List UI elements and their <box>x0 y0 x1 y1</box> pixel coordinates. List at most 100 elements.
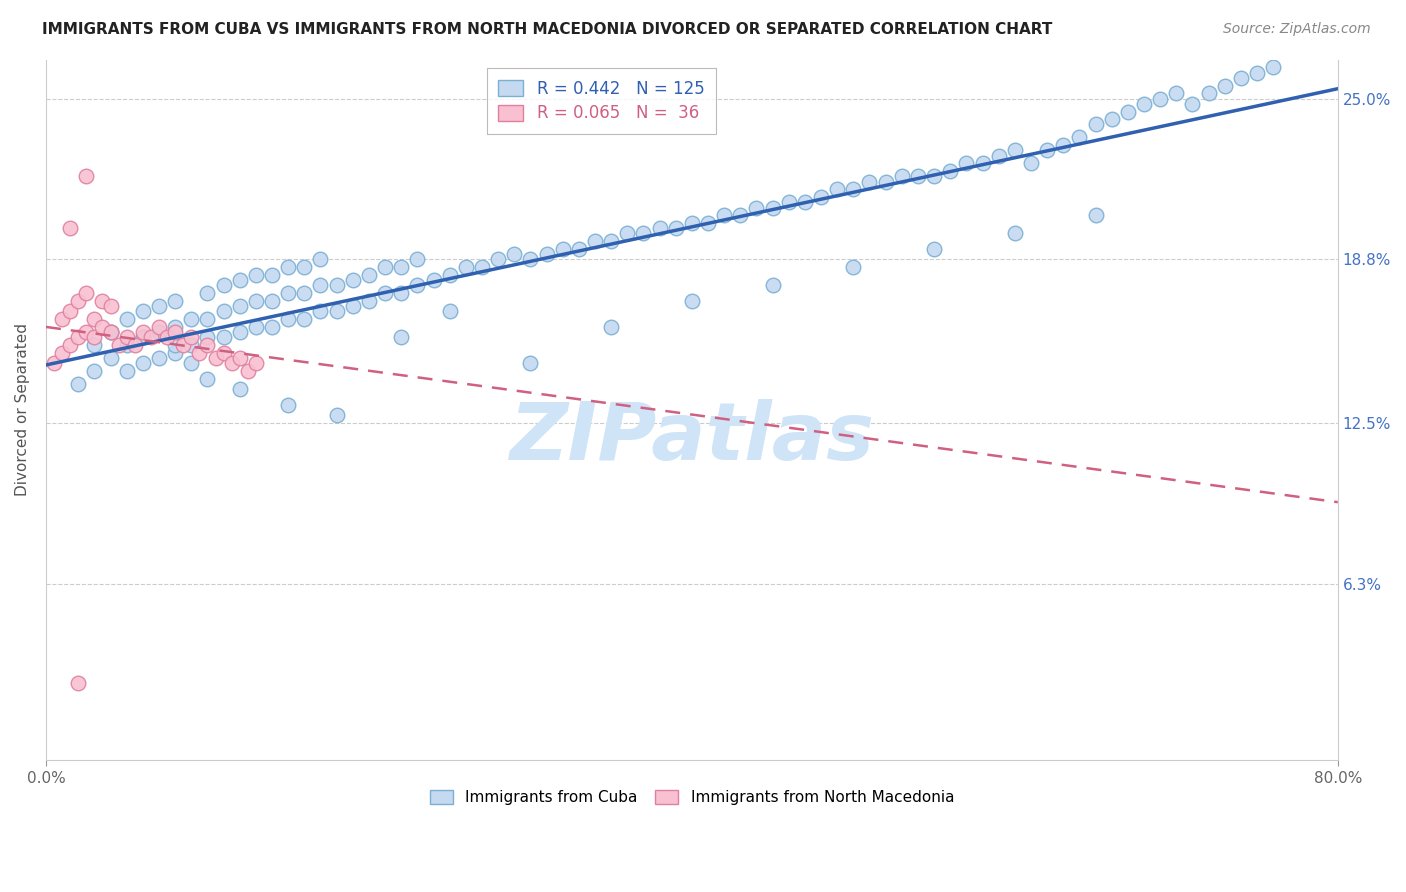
Point <box>955 156 977 170</box>
Point <box>439 268 461 282</box>
Y-axis label: Divorced or Separated: Divorced or Separated <box>15 324 30 497</box>
Point <box>665 221 688 235</box>
Legend: Immigrants from Cuba, Immigrants from North Macedonia: Immigrants from Cuba, Immigrants from No… <box>419 779 965 816</box>
Point <box>681 293 703 308</box>
Point <box>325 304 347 318</box>
Point <box>1004 144 1026 158</box>
Text: ZIPatlas: ZIPatlas <box>509 399 875 477</box>
Point <box>890 169 912 184</box>
Point <box>713 208 735 222</box>
Point <box>115 338 138 352</box>
Point <box>180 312 202 326</box>
Point <box>83 312 105 326</box>
Point <box>471 260 494 275</box>
Point <box>139 330 162 344</box>
Point <box>292 286 315 301</box>
Point <box>519 356 541 370</box>
Point <box>439 304 461 318</box>
Point <box>260 320 283 334</box>
Point <box>1069 130 1091 145</box>
Point <box>633 227 655 241</box>
Point <box>389 330 412 344</box>
Point <box>229 382 252 396</box>
Point <box>277 286 299 301</box>
Point <box>1116 104 1139 119</box>
Point <box>59 304 82 318</box>
Point <box>197 286 219 301</box>
Point <box>292 260 315 275</box>
Text: IMMIGRANTS FROM CUBA VS IMMIGRANTS FROM NORTH MACEDONIA DIVORCED OR SEPARATED CO: IMMIGRANTS FROM CUBA VS IMMIGRANTS FROM … <box>42 22 1053 37</box>
Point <box>100 299 122 313</box>
Point <box>551 242 574 256</box>
Point <box>730 208 752 222</box>
Point <box>519 252 541 267</box>
Point <box>100 351 122 365</box>
Point <box>374 286 396 301</box>
Point <box>922 242 945 256</box>
Point <box>75 169 97 184</box>
Point <box>1084 118 1107 132</box>
Point <box>762 278 785 293</box>
Point <box>212 304 235 318</box>
Point <box>59 221 82 235</box>
Point <box>197 372 219 386</box>
Point <box>810 190 832 204</box>
Point <box>188 346 211 360</box>
Point <box>180 338 202 352</box>
Point <box>1133 96 1156 111</box>
Point <box>165 320 187 334</box>
Point <box>600 320 623 334</box>
Point <box>536 247 558 261</box>
Point <box>907 169 929 184</box>
Point <box>67 330 90 344</box>
Point <box>616 227 638 241</box>
Point <box>357 293 380 308</box>
Point <box>221 356 243 370</box>
Point <box>172 338 194 352</box>
Point <box>197 330 219 344</box>
Point <box>842 182 865 196</box>
Point <box>987 148 1010 162</box>
Point <box>115 364 138 378</box>
Point <box>277 260 299 275</box>
Point <box>204 351 226 365</box>
Point <box>1198 87 1220 101</box>
Point <box>697 216 720 230</box>
Point <box>132 330 155 344</box>
Point <box>156 330 179 344</box>
Point <box>260 268 283 282</box>
Point <box>260 293 283 308</box>
Point <box>67 377 90 392</box>
Point <box>858 175 880 189</box>
Point <box>1181 96 1204 111</box>
Point <box>148 325 170 339</box>
Point <box>1166 87 1188 101</box>
Point <box>842 260 865 275</box>
Point <box>454 260 477 275</box>
Point <box>1019 156 1042 170</box>
Point <box>486 252 509 267</box>
Point <box>91 320 114 334</box>
Point <box>67 293 90 308</box>
Point <box>1213 78 1236 93</box>
Point <box>115 330 138 344</box>
Point <box>342 299 364 313</box>
Point <box>229 325 252 339</box>
Point <box>132 356 155 370</box>
Point <box>212 330 235 344</box>
Point <box>100 325 122 339</box>
Point <box>309 278 332 293</box>
Point <box>212 346 235 360</box>
Point <box>83 330 105 344</box>
Point <box>406 252 429 267</box>
Point <box>406 278 429 293</box>
Point <box>825 182 848 196</box>
Point <box>325 278 347 293</box>
Point <box>148 299 170 313</box>
Point <box>1230 70 1253 85</box>
Point <box>83 364 105 378</box>
Point <box>165 346 187 360</box>
Point <box>165 338 187 352</box>
Point <box>42 356 65 370</box>
Point <box>124 338 146 352</box>
